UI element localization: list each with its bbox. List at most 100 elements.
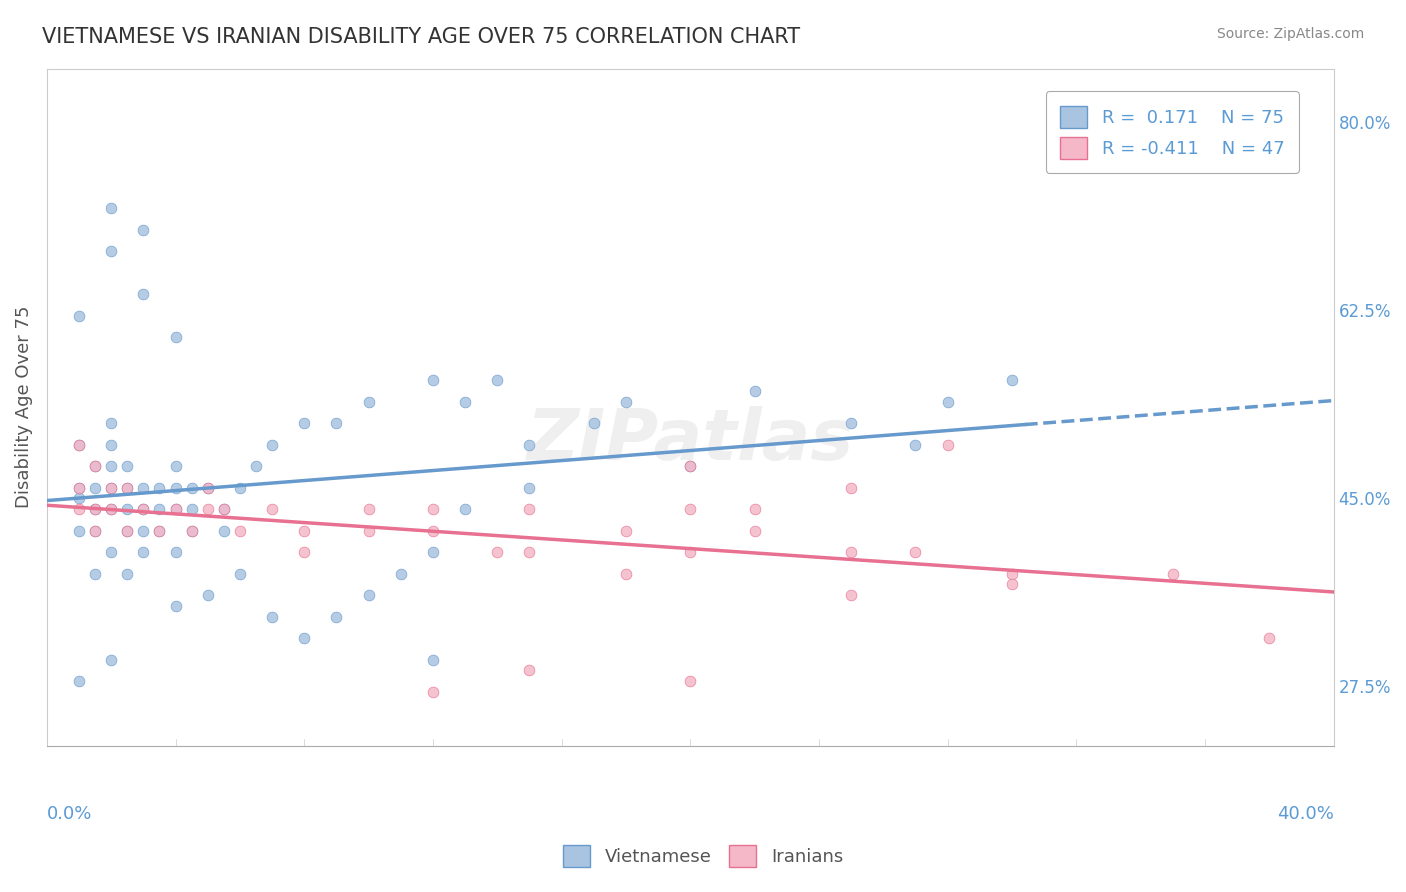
Point (117, 459, 139, 474)
Point (132, 287, 155, 301)
Point (486, 373, 509, 387)
Point (679, 459, 702, 474)
Text: 0.0%: 0.0% (46, 805, 93, 822)
Point (519, 481, 541, 495)
Point (100, 481, 122, 495)
Point (454, 394, 477, 409)
Point (744, 502, 766, 516)
Point (519, 437, 541, 451)
Point (180, 524, 202, 538)
Point (117, 524, 139, 538)
Point (744, 524, 766, 538)
Point (197, 481, 219, 495)
Point (519, 502, 541, 516)
Point (100, 502, 122, 516)
Point (165, 545, 187, 559)
Point (229, 566, 252, 581)
Point (229, 481, 252, 495)
Point (117, 502, 139, 516)
Point (67, 481, 90, 495)
Point (1001, 566, 1024, 581)
Point (519, 663, 541, 677)
Point (422, 652, 444, 666)
Point (100, 459, 122, 474)
Point (292, 631, 315, 645)
Point (422, 545, 444, 559)
Point (292, 416, 315, 430)
Point (839, 545, 862, 559)
Point (165, 502, 187, 516)
Point (1001, 373, 1024, 387)
Point (936, 394, 959, 409)
Point (229, 524, 252, 538)
Point (67, 309, 90, 323)
Y-axis label: Disability Age Over 75: Disability Age Over 75 (15, 306, 32, 508)
Point (212, 502, 235, 516)
Point (325, 416, 347, 430)
Point (679, 545, 702, 559)
Point (84, 459, 107, 474)
Point (148, 524, 170, 538)
Point (117, 566, 139, 581)
Point (486, 545, 509, 559)
Point (132, 223, 155, 237)
Point (936, 437, 959, 451)
Point (100, 652, 122, 666)
Point (148, 481, 170, 495)
Point (132, 545, 155, 559)
Text: ZIPatlas: ZIPatlas (527, 407, 853, 475)
Point (148, 502, 170, 516)
Point (614, 566, 637, 581)
Point (100, 244, 122, 259)
Point (100, 201, 122, 215)
Point (84, 459, 107, 474)
Point (67, 437, 90, 451)
Point (67, 673, 90, 688)
Point (904, 437, 927, 451)
Point (262, 502, 284, 516)
Point (84, 502, 107, 516)
Point (100, 545, 122, 559)
Point (100, 416, 122, 430)
Point (165, 459, 187, 474)
Point (212, 502, 235, 516)
Point (84, 524, 107, 538)
Point (292, 524, 315, 538)
Point (454, 502, 477, 516)
Point (744, 384, 766, 398)
Point (148, 524, 170, 538)
Point (325, 609, 347, 624)
Point (262, 437, 284, 451)
Point (262, 609, 284, 624)
Point (904, 545, 927, 559)
Point (292, 545, 315, 559)
Point (67, 502, 90, 516)
Legend: Vietnamese, Iranians: Vietnamese, Iranians (555, 838, 851, 874)
Legend: R =  0.171    N = 75, R = -0.411    N = 47: R = 0.171 N = 75, R = -0.411 N = 47 (1046, 91, 1299, 173)
Point (180, 481, 202, 495)
Point (165, 330, 187, 344)
Point (197, 481, 219, 495)
Point (84, 481, 107, 495)
Point (582, 416, 605, 430)
Point (180, 524, 202, 538)
Point (357, 502, 380, 516)
Point (132, 502, 155, 516)
Point (1161, 566, 1184, 581)
Point (132, 502, 155, 516)
Point (389, 566, 412, 581)
Point (422, 502, 444, 516)
Point (679, 502, 702, 516)
Point (84, 502, 107, 516)
Point (212, 524, 235, 538)
Point (67, 437, 90, 451)
Text: 40.0%: 40.0% (1277, 805, 1334, 822)
Point (117, 481, 139, 495)
Point (422, 373, 444, 387)
Point (357, 588, 380, 602)
Point (1001, 577, 1024, 591)
Point (117, 524, 139, 538)
Text: VIETNAMESE VS IRANIAN DISABILITY AGE OVER 75 CORRELATION CHART: VIETNAMESE VS IRANIAN DISABILITY AGE OVE… (42, 27, 800, 46)
Point (422, 524, 444, 538)
Point (67, 524, 90, 538)
